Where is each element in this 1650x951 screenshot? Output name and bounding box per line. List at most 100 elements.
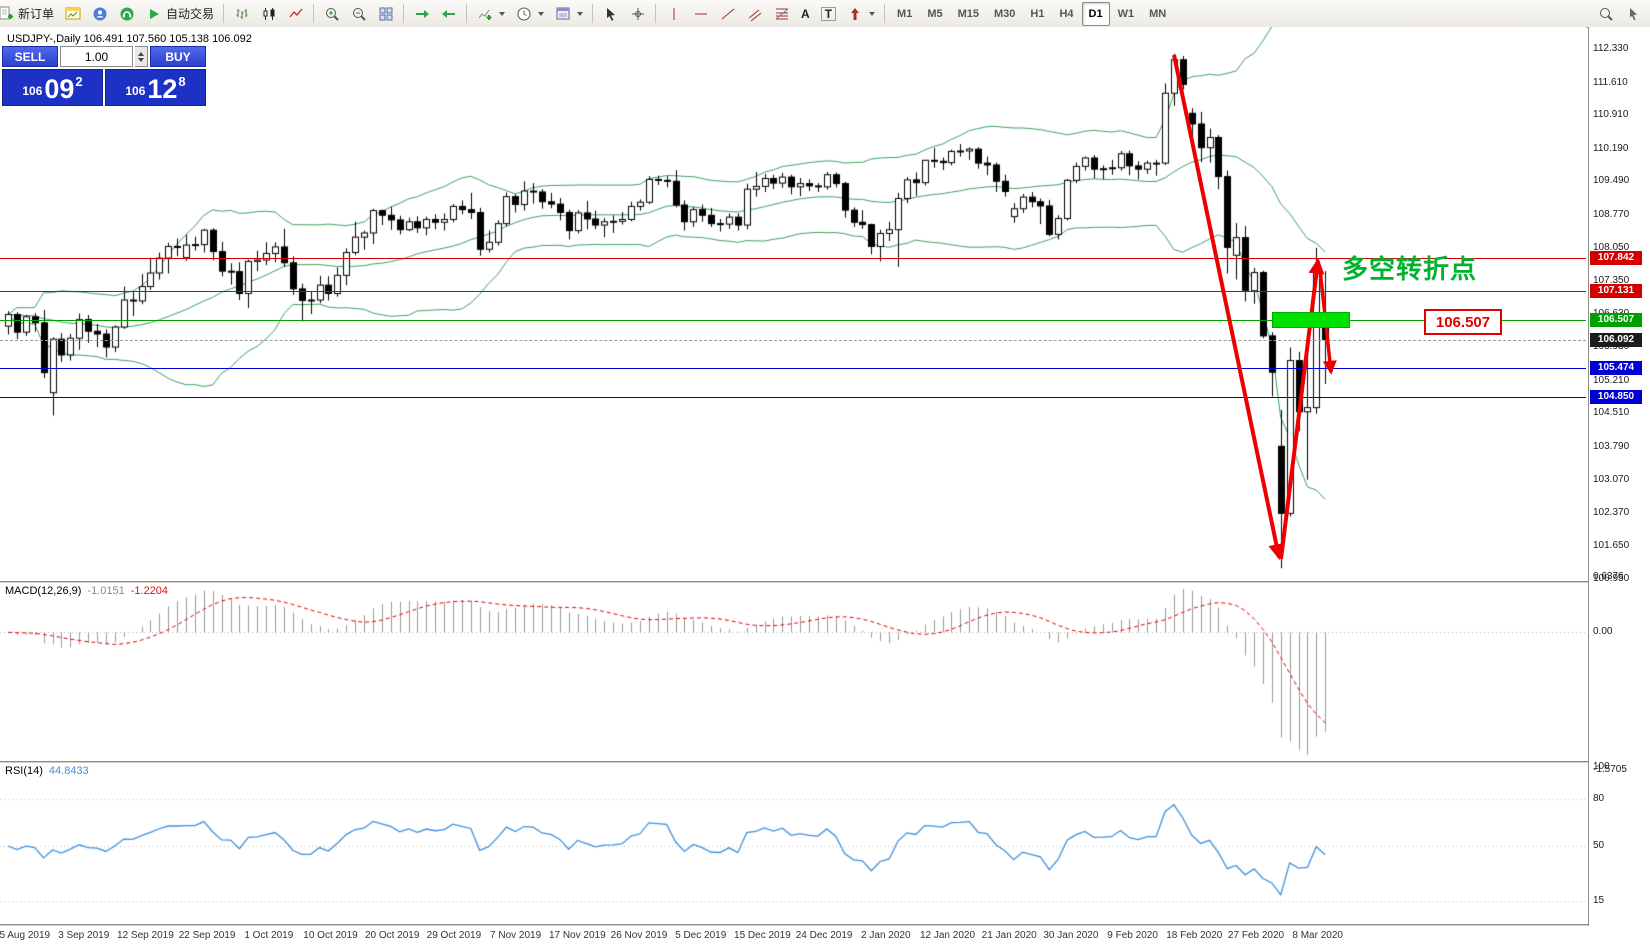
timeframe-w1-button[interactable]: W1 [1117, 7, 1135, 20]
turning-point-zone[interactable] [1272, 312, 1350, 328]
sell-button[interactable]: SELL [2, 46, 58, 67]
panel-separator[interactable] [0, 761, 1650, 763]
crosshair-icon [630, 6, 646, 22]
text-tool-icon: A [801, 6, 810, 21]
rsi-scale-label: 100 [1593, 761, 1610, 772]
rsi-canvas[interactable] [0, 763, 1586, 924]
auto-scroll-icon [414, 6, 430, 22]
line-chart-icon [288, 6, 304, 22]
market-watch-button[interactable] [114, 2, 140, 26]
text-tool-button[interactable]: A [796, 2, 815, 26]
macd-canvas[interactable] [0, 583, 1586, 761]
price-chart[interactable]: 多空转折点 106.507 USDJPY-,Daily 106.491 107.… [0, 27, 1586, 581]
buy-button[interactable]: BUY [150, 46, 206, 67]
horizontal-line-tool-button[interactable] [688, 2, 714, 26]
fibonacci-tool-button[interactable] [769, 2, 795, 26]
price-axis-label: 108.770 [1593, 208, 1630, 220]
timeframe-m30-button[interactable]: M30 [994, 7, 1016, 20]
date-axis-label: 26 Nov 2019 [610, 930, 668, 941]
price-axis-label: 110.190 [1593, 142, 1629, 154]
shapes-tool-button[interactable] [842, 2, 880, 26]
buy-price-display[interactable]: 106 12 8 [105, 69, 206, 106]
timeframe-m1-button[interactable]: M1 [897, 7, 913, 20]
new-order-icon [0, 6, 14, 22]
timeframe-m15-button[interactable]: M15 [957, 7, 980, 20]
price-axis-label: 105.210 [1593, 374, 1630, 386]
autotrading-button[interactable]: 自动交易 [141, 2, 219, 26]
trendline-icon [720, 6, 736, 22]
candlestick-canvas[interactable] [0, 27, 1586, 581]
chart-shift-button[interactable] [436, 2, 462, 26]
chevron-down-icon [869, 11, 876, 16]
vertical-line-tool-button[interactable] [661, 2, 687, 26]
current-price-line [0, 339, 1586, 341]
panel-separator[interactable] [0, 581, 1650, 583]
macd-name: MACD(12,26,9) [5, 585, 82, 597]
price-level-line-107.131[interactable] [0, 291, 1586, 293]
periods-button[interactable] [511, 2, 549, 26]
new-chart-button[interactable] [60, 2, 86, 26]
channel-tool-button[interactable] [742, 2, 768, 26]
fibonacci-icon [774, 6, 790, 22]
crosshair-button[interactable] [625, 2, 651, 26]
turning-point-annotation[interactable]: 多空转折点 [1342, 254, 1478, 284]
one-click-trading-panel: SELL BUY 106 09 2 106 12 [2, 46, 206, 106]
rsi-name: RSI(14) [5, 765, 43, 777]
price-axis[interactable]: 112.330 111.610 110.910 110.190 109.490 108.7… [1588, 27, 1650, 951]
templates-button[interactable] [550, 2, 588, 26]
timeframe-h1-button[interactable]: H1 [1030, 7, 1045, 20]
macd-panel[interactable]: MACD(12,26,9) -1.0151 -1.2204 [0, 583, 1586, 761]
bar-chart-icon [234, 6, 250, 22]
tile-windows-button[interactable] [373, 2, 399, 26]
indicators-icon [477, 6, 493, 22]
candlestick-mode-button[interactable] [256, 2, 282, 26]
sell-price-display[interactable]: 106 09 2 [2, 69, 103, 106]
price-axis-label: 110.910 [1593, 109, 1629, 121]
price-level-line-107.842[interactable] [0, 258, 1586, 260]
buy-price-pip: 8 [178, 74, 186, 89]
bar-chart-mode-button[interactable] [229, 2, 255, 26]
pointer-mode-button[interactable] [1620, 2, 1646, 26]
date-axis[interactable]: 25 Aug 2019 3 Sep 2019 12 Sep 2019 22 Sep 2… [0, 926, 1650, 951]
price-axis-label: 103.070 [1593, 474, 1630, 486]
sell-price-prefix: 106 [22, 84, 43, 98]
search-button[interactable] [1593, 2, 1619, 26]
line-chart-mode-button[interactable] [283, 2, 309, 26]
trend-arrow-down[interactable] [1172, 54, 1285, 561]
text-label-tool-icon: T [820, 6, 837, 21]
price-level-line-105.474[interactable] [0, 368, 1586, 370]
volume-down-icon[interactable] [138, 57, 144, 62]
template-icon [555, 6, 571, 22]
clock-icon [516, 6, 532, 22]
date-axis-label: 15 Dec 2019 [734, 930, 791, 941]
auto-scroll-button[interactable] [409, 2, 435, 26]
text-label-tool-button[interactable]: T [816, 2, 841, 26]
buy-price-big: 12 [147, 74, 178, 104]
price-level-line-106.507[interactable] [0, 320, 1586, 322]
cursor-button[interactable] [598, 2, 624, 26]
zoom-out-button[interactable] [346, 2, 372, 26]
timeframe-m5-button[interactable]: M5 [927, 7, 943, 20]
trendline-tool-button[interactable] [715, 2, 741, 26]
timeframe-h4-button[interactable]: H4 [1059, 7, 1074, 20]
buy-price-prefix: 106 [125, 84, 146, 98]
zoom-in-button[interactable] [319, 2, 345, 26]
toolbar-separator [592, 4, 594, 23]
volume-input[interactable] [61, 47, 132, 66]
price-axis-label: 101.650 [1593, 540, 1630, 552]
date-axis-label: 27 Feb 2020 [1227, 930, 1285, 941]
new-order-button[interactable]: 新订单 [0, 2, 59, 26]
timeframe-d1-button[interactable]: D1 [1081, 1, 1110, 26]
headset-icon [119, 6, 135, 22]
timeframe-group: M1 M5 M15 M30 H1 H4 D1 W1 MN [889, 0, 1173, 27]
price-level-line-104.850[interactable] [0, 397, 1586, 399]
rsi-panel[interactable]: RSI(14) 44.8433 [0, 763, 1586, 924]
price-callout-box[interactable]: 106.507 [1424, 309, 1502, 335]
profiles-button[interactable] [87, 2, 113, 26]
volume-up-icon[interactable] [138, 51, 144, 56]
indicators-button[interactable] [472, 2, 510, 26]
volume-stepper[interactable] [135, 46, 148, 67]
trend-arrow-up[interactable] [1279, 257, 1325, 560]
panel-separator[interactable] [0, 924, 1650, 926]
timeframe-mn-button[interactable]: MN [1149, 7, 1167, 20]
